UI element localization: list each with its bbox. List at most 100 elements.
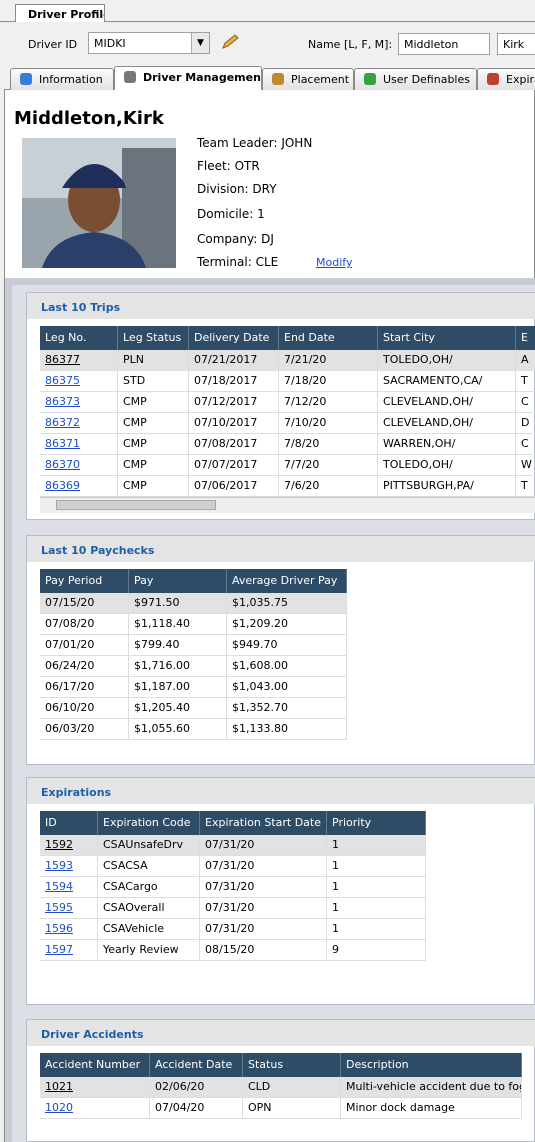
dropdown-arrow[interactable]: ▼	[191, 33, 209, 53]
name-label: Name [L, F, M]:	[308, 38, 393, 51]
table-cell: 07/08/20	[40, 614, 129, 635]
table-cell: C	[516, 434, 535, 455]
table-cell: 7/21/20	[279, 350, 378, 371]
table-cell: CMP	[118, 476, 189, 497]
table-cell[interactable]: 1021	[40, 1077, 150, 1098]
detail-field: Terminal: CLE	[197, 255, 279, 269]
profile-tab[interactable]: Driver Profile	[15, 4, 105, 22]
table-cell: TOLEDO,OH/	[378, 455, 516, 476]
table-cell[interactable]: 1596	[40, 919, 98, 940]
table-cell[interactable]: 1592	[40, 835, 98, 856]
table-cell: 07/15/20	[40, 593, 129, 614]
table-cell: 1	[327, 877, 426, 898]
table-cell: $949.70	[227, 635, 347, 656]
modify-link[interactable]: Modify	[316, 256, 353, 269]
detail-field: Fleet: OTR	[197, 159, 260, 173]
table-cell: CSACargo	[98, 877, 200, 898]
table-cell: 1	[327, 898, 426, 919]
table-cell: 7/18/20	[279, 371, 378, 392]
table-cell: Yearly Review	[98, 940, 200, 961]
table-cell: 07/08/2017	[189, 434, 279, 455]
table-cell[interactable]: 86375	[40, 371, 118, 392]
table-cell: 7/12/20	[279, 392, 378, 413]
column-header: E	[516, 326, 535, 350]
table-cell: CSACSA	[98, 856, 200, 877]
tab[interactable]: User Definables	[354, 68, 477, 90]
column-header: Start City	[378, 326, 516, 350]
table-cell: 07/31/20	[200, 919, 327, 940]
table-cell: CLEVELAND,OH/	[378, 413, 516, 434]
table-cell: CLD	[243, 1077, 341, 1098]
table-cell[interactable]: 86370	[40, 455, 118, 476]
column-header: Expiration Code	[98, 811, 200, 835]
detail-field: Domicile: 1	[197, 207, 265, 221]
column-header: Pay Period	[40, 569, 129, 593]
tab[interactable]: Expira	[477, 68, 535, 90]
table-cell[interactable]: 1595	[40, 898, 98, 919]
table-cell: PLN	[118, 350, 189, 371]
table-cell: $971.50	[129, 593, 227, 614]
section-title: Expirations	[27, 778, 535, 804]
table-cell: 06/24/20	[40, 656, 129, 677]
table-cell: 07/31/20	[200, 835, 327, 856]
table-cell: PITTSBURGH,PA/	[378, 476, 516, 497]
table-cell: CLEVELAND,OH/	[378, 392, 516, 413]
detail-field: Division: DRY	[197, 182, 277, 196]
table-cell: A	[516, 350, 535, 371]
table-cell: $1,133.80	[227, 719, 347, 740]
tab-icon	[364, 73, 376, 85]
table-cell: T	[516, 476, 535, 497]
column-header: Accident Number	[40, 1053, 150, 1077]
driver-name: Middleton,Kirk	[14, 108, 164, 129]
section-title: Last 10 Paychecks	[27, 536, 535, 562]
first-name-input[interactable]: Kirk	[497, 33, 535, 55]
last-name-input[interactable]: Middleton	[398, 33, 490, 55]
scrollbar-thumb[interactable]	[56, 500, 216, 510]
table-cell: 06/10/20	[40, 698, 129, 719]
table-cell: 07/10/2017	[189, 413, 279, 434]
detail-field: Team Leader: JOHN	[197, 136, 313, 150]
table-cell: 07/06/2017	[189, 476, 279, 497]
table-cell[interactable]: 1594	[40, 877, 98, 898]
table-cell: 07/21/2017	[189, 350, 279, 371]
table-cell: $1,608.00	[227, 656, 347, 677]
table-cell: Multi-vehicle accident due to fog	[341, 1077, 522, 1098]
table-cell: 07/31/20	[200, 898, 327, 919]
table-cell: STD	[118, 371, 189, 392]
table-cell: $1,352.70	[227, 698, 347, 719]
table-cell[interactable]: 86371	[40, 434, 118, 455]
table-cell: W	[516, 455, 535, 476]
table-cell: $799.40	[129, 635, 227, 656]
edit-icon[interactable]	[220, 33, 240, 51]
column-header: Status	[243, 1053, 341, 1077]
table-cell[interactable]: 1020	[40, 1098, 150, 1119]
column-header: Accident Date	[150, 1053, 243, 1077]
column-header: Leg No.	[40, 326, 118, 350]
table-cell[interactable]: 86369	[40, 476, 118, 497]
table-cell: $1,118.40	[129, 614, 227, 635]
table-cell: $1,716.00	[129, 656, 227, 677]
table-cell: Minor dock damage	[341, 1098, 522, 1119]
table-cell[interactable]: 1593	[40, 856, 98, 877]
column-header: Leg Status	[118, 326, 189, 350]
table-cell[interactable]: 1597	[40, 940, 98, 961]
column-header: Description	[341, 1053, 522, 1077]
tab-icon	[272, 73, 284, 85]
table-cell: C	[516, 392, 535, 413]
section-title: Driver Accidents	[27, 1020, 535, 1046]
tab[interactable]: Driver Management	[114, 66, 262, 90]
table-cell: 02/06/20	[150, 1077, 243, 1098]
driver-id-select[interactable]: MIDKI	[88, 32, 210, 54]
table-cell: 7/7/20	[279, 455, 378, 476]
table-cell[interactable]: 86373	[40, 392, 118, 413]
table-cell[interactable]: 86377	[40, 350, 118, 371]
table-cell: 7/6/20	[279, 476, 378, 497]
tab[interactable]: Information	[10, 68, 114, 90]
table-cell: $1,055.60	[129, 719, 227, 740]
table-cell[interactable]: 86372	[40, 413, 118, 434]
table-cell: OPN	[243, 1098, 341, 1119]
table-cell: 7/10/20	[279, 413, 378, 434]
tab[interactable]: Placement	[262, 68, 354, 90]
table-cell: 1	[327, 856, 426, 877]
table-cell: $1,043.00	[227, 677, 347, 698]
